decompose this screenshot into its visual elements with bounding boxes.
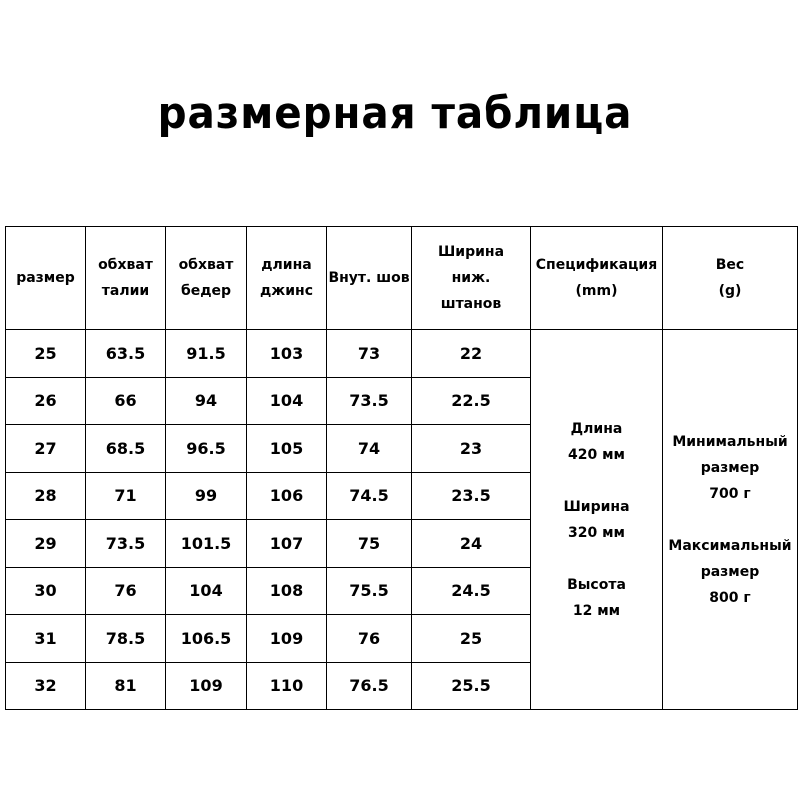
cell-size: 26: [5, 376, 86, 425]
spec-height-label: Высота: [567, 576, 626, 593]
weight-cell: Минимальный размер 700 г Максимальный размер…: [662, 329, 798, 710]
header-text: джинс: [259, 283, 314, 299]
cell-inseam: 75: [326, 519, 412, 568]
cell-size: 27: [5, 424, 86, 473]
cell-inseam: 74.5: [326, 471, 412, 520]
cell-waist: 73.5: [85, 519, 166, 568]
cell-inseam: 76: [326, 614, 412, 663]
header-inseam: Внут. шов: [326, 226, 412, 330]
header-row: размер обхват талии обхват бедер длина джинс Вн…: [5, 226, 798, 330]
header-text: Спецификация: [535, 257, 658, 273]
cell-size: 25: [5, 329, 86, 378]
table-row: 30 76 104 108 75.5 24.5: [5, 566, 798, 615]
header-specification: Спецификация (mm): [530, 226, 663, 330]
cell-leg-opening: 25.5: [411, 661, 531, 710]
page-title: размерная таблица: [157, 88, 633, 139]
weight-max-label2: размер: [700, 563, 760, 580]
header-length: длина джинс: [246, 226, 327, 330]
header-text: (g): [718, 283, 742, 299]
weight-min-label: Минимальный: [672, 433, 788, 450]
header-size: размер: [5, 226, 86, 330]
cell-length: 106: [246, 471, 327, 520]
cell-leg-opening: 22: [411, 329, 531, 378]
table-row: 32 81 109 110 76.5 25.5: [5, 661, 798, 710]
header-text: размер: [16, 270, 75, 286]
table-row: 28 71 99 106 74.5 23.5: [5, 471, 798, 520]
cell-hips: 96.5: [165, 424, 247, 473]
cell-inseam: 74: [326, 424, 412, 473]
cell-size: 28: [5, 471, 86, 520]
header-text: (mm): [575, 283, 618, 299]
cell-waist: 71: [85, 471, 166, 520]
weight-max-value: 800 г: [709, 589, 751, 606]
cell-leg-opening: 24: [411, 519, 531, 568]
table-row: 26 66 94 104 73.5 22.5: [5, 376, 798, 425]
cell-hips: 91.5: [165, 329, 247, 378]
cell-waist: 76: [85, 566, 166, 615]
cell-inseam: 75.5: [326, 566, 412, 615]
cell-waist: 68.5: [85, 424, 166, 473]
table-row: 29 73.5 101.5 107 75 24: [5, 519, 798, 568]
spec-height-value: 12 мм: [572, 602, 621, 619]
cell-size: 29: [5, 519, 86, 568]
cell-hips: 104: [165, 566, 247, 615]
cell-hips: 99: [165, 471, 247, 520]
header-text: Ширина: [437, 244, 505, 260]
cell-length: 104: [246, 376, 327, 425]
cell-size: 30: [5, 566, 86, 615]
cell-waist: 66: [85, 376, 166, 425]
cell-length: 108: [246, 566, 327, 615]
cell-inseam: 73: [326, 329, 412, 378]
cell-length: 109: [246, 614, 327, 663]
spec-width-label: Ширина: [563, 498, 630, 515]
cell-waist: 63.5: [85, 329, 166, 378]
cell-leg-opening: 23.5: [411, 471, 531, 520]
table-row: 27 68.5 96.5 105 74 23: [5, 424, 798, 473]
cell-waist: 81: [85, 661, 166, 710]
cell-inseam: 73.5: [326, 376, 412, 425]
cell-length: 110: [246, 661, 327, 710]
cell-waist: 78.5: [85, 614, 166, 663]
header-text: талии: [101, 283, 150, 299]
cell-leg-opening: 24.5: [411, 566, 531, 615]
cell-length: 105: [246, 424, 327, 473]
cell-length: 103: [246, 329, 327, 378]
header-leg-opening: Ширина ниж. штанов: [411, 226, 531, 330]
spec-length-value: 420 мм: [568, 446, 625, 463]
spec-length-label: Длина: [570, 420, 623, 437]
cell-hips: 109: [165, 661, 247, 710]
header-text: бедер: [180, 283, 232, 299]
header-waist: обхват талии: [85, 226, 166, 330]
header-text: штанов: [440, 296, 502, 312]
spec-width-value: 320 мм: [568, 524, 625, 541]
weight-min-value: 700 г: [709, 485, 751, 502]
cell-hips: 106.5: [165, 614, 247, 663]
header-hips: обхват бедер: [165, 226, 247, 330]
cell-leg-opening: 23: [411, 424, 531, 473]
cell-size: 32: [5, 661, 86, 710]
table-row: 31 78.5 106.5 109 76 25: [5, 614, 798, 663]
cell-hips: 94: [165, 376, 247, 425]
cell-length: 107: [246, 519, 327, 568]
cell-leg-opening: 25: [411, 614, 531, 663]
weight-max-label: Максимальный: [668, 537, 792, 554]
table-row: 25 63.5 91.5 103 73 22 Длина 420 мм Ширина 320 мм…: [5, 329, 798, 710]
header-text: обхват: [178, 257, 234, 273]
cell-hips: 101.5: [165, 519, 247, 568]
header-text: длина: [261, 257, 312, 273]
header-text: Вес: [715, 257, 745, 273]
header-text: обхват: [98, 257, 153, 273]
specification-cell: Длина 420 мм Ширина 320 мм Высота 12 мм: [530, 329, 663, 710]
header-weight: Вес (g): [662, 226, 798, 330]
cell-leg-opening: 22.5: [411, 376, 531, 425]
header-text: ниж.: [451, 270, 491, 286]
size-table: размер обхват талии обхват бедер длина джинс Вн…: [5, 226, 798, 710]
cell-size: 31: [5, 614, 86, 663]
weight-min-label2: размер: [700, 459, 760, 476]
header-text: Внут. шов: [328, 270, 410, 286]
cell-inseam: 76.5: [326, 661, 412, 710]
